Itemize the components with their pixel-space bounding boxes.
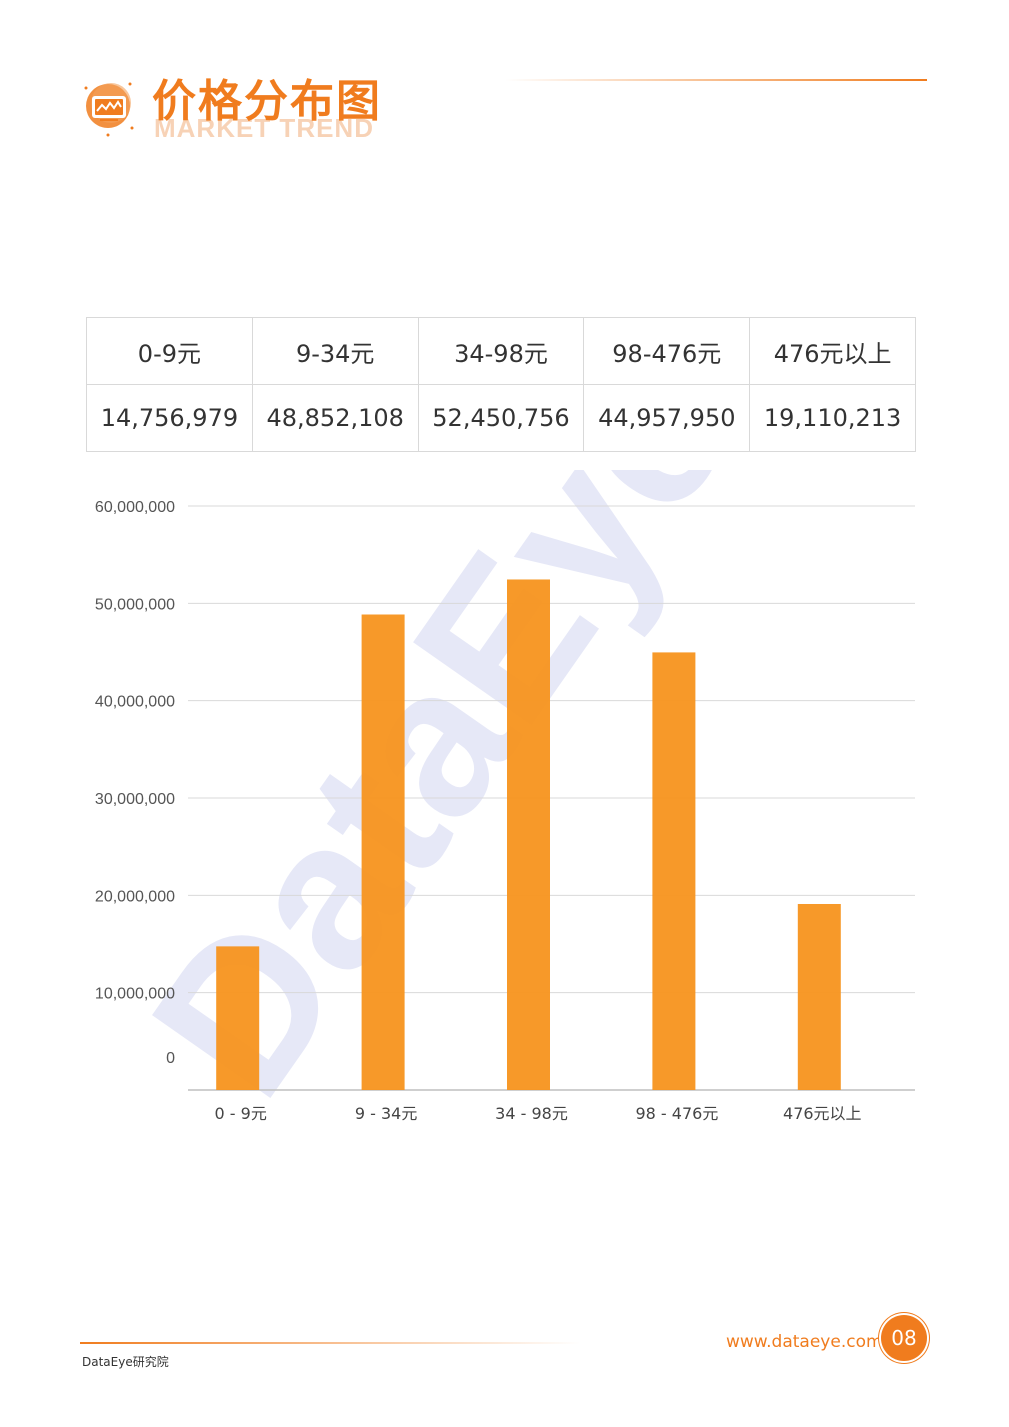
y-tick-label: 0 [166, 1050, 175, 1067]
footer-org: DataEye研究院 [82, 1355, 169, 1369]
table-header-cell: 9-34元 [251, 317, 419, 385]
x-tick-label: 9 - 34元 [355, 1104, 418, 1123]
table-header-row: 0-9元 9-34元 34-98元 98-476元 476元以上 [86, 317, 916, 385]
page-subtitle: MARKET TREND [154, 113, 374, 143]
footer-divider [80, 1342, 580, 1344]
x-tick-label: 98 - 476元 [635, 1104, 718, 1123]
table-header-cell: 476元以上 [749, 317, 916, 385]
x-tick-label: 34 - 98元 [495, 1104, 568, 1123]
table-value-cell: 52,450,756 [417, 384, 585, 452]
table-header-cell: 0-9元 [86, 317, 253, 385]
y-tick-label: 30,000,000 [95, 791, 175, 808]
page-number-badge: 08 [881, 1315, 927, 1361]
y-tick-label: 50,000,000 [95, 596, 175, 613]
y-tick-label: 40,000,000 [95, 694, 175, 711]
table-header-cell: 34-98元 [417, 317, 585, 385]
y-tick-label: 20,000,000 [95, 888, 175, 905]
x-tick-label: 476元以上 [783, 1104, 862, 1123]
price-distribution-table: 0-9元 9-34元 34-98元 98-476元 476元以上 14,756,… [86, 317, 916, 452]
chart-monitor-icon [84, 82, 134, 137]
header-divider [505, 79, 927, 81]
table-row: 14,756,979 48,852,108 52,450,756 44,957,… [86, 384, 916, 452]
y-tick-label: 10,000,000 [95, 986, 175, 1003]
table-header-cell: 98-476元 [583, 317, 751, 385]
bar [507, 579, 550, 1090]
bar [652, 652, 696, 1090]
table-value-cell: 14,756,979 [86, 384, 253, 452]
price-bar-chart: DataEye 010,000,00020,000,00030,000,0004… [95, 470, 915, 1135]
table-value-cell: 19,110,213 [749, 384, 916, 452]
table-value-cell: 44,957,950 [583, 384, 751, 452]
page-title: 价格分布图 [152, 76, 382, 127]
y-tick-label: 60,000,000 [95, 499, 175, 516]
x-tick-label: 0 - 9元 [215, 1104, 267, 1123]
bar [216, 946, 260, 1090]
bar [797, 903, 841, 1090]
footer-url-link[interactable]: www.dataeye.com [726, 1332, 883, 1352]
table-value-cell: 48,852,108 [251, 384, 419, 452]
bar [361, 614, 405, 1090]
